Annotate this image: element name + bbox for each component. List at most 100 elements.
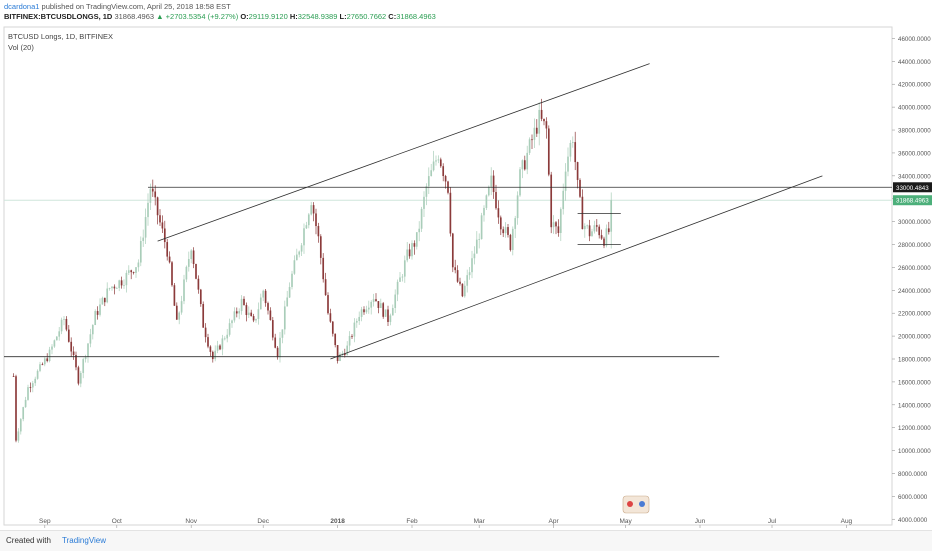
candle-body — [487, 186, 490, 196]
candle-body — [142, 237, 145, 241]
candle-body — [365, 309, 368, 313]
candle-body — [36, 370, 39, 379]
candle-body — [192, 250, 195, 264]
close-label: C: — [388, 12, 397, 21]
candle-body — [96, 311, 99, 315]
drawings[interactable] — [4, 63, 892, 360]
ohlc-line: BITFINEX:BTCUSDLONGS, 1D 31868.4963 ▲ +2… — [4, 12, 436, 22]
y-tick-label: 16000.0000 — [898, 379, 931, 386]
candle-body — [24, 399, 27, 408]
candle-body — [55, 336, 58, 341]
candlestick-chart[interactable]: 4000.0000 6000.0000 8000.0000 10000.0000 120… — [0, 24, 932, 530]
candle-body — [48, 349, 51, 362]
candle-body — [521, 160, 524, 170]
candle-body — [437, 159, 440, 161]
candle-body — [312, 205, 315, 214]
candle-body — [547, 128, 550, 175]
candle-body — [103, 297, 106, 303]
candle-body — [34, 378, 37, 384]
events-icon[interactable] — [622, 495, 650, 514]
candle-body — [363, 309, 365, 313]
candle-body — [459, 281, 461, 284]
candle-body — [108, 288, 111, 289]
candle-body — [444, 176, 447, 182]
price-axis[interactable]: 4000.0000 6000.0000 8000.0000 10000.0000 120… — [892, 36, 931, 524]
x-tick-label: Aug — [841, 518, 853, 525]
candle-body — [396, 281, 399, 295]
candles — [12, 98, 613, 443]
candle-body — [451, 233, 454, 268]
y-tick-label: 38000.0000 — [898, 128, 931, 135]
candle-body — [235, 311, 238, 314]
high-value: 32548.9389 — [297, 12, 338, 21]
candle-body — [291, 273, 293, 287]
y-tick-label: 10000.0000 — [898, 448, 931, 455]
candle-body — [168, 256, 171, 263]
candle-body — [149, 188, 152, 203]
candle-body — [511, 228, 514, 250]
channel-lower-line — [330, 175, 823, 360]
candle-body — [322, 257, 325, 280]
candle-body — [269, 310, 272, 321]
candle-body — [391, 307, 394, 316]
candle-body — [502, 229, 505, 234]
candle-body — [262, 290, 265, 298]
x-tick-label: Nov — [185, 518, 197, 525]
candle-body — [389, 315, 392, 322]
time-axis[interactable]: Sep Oct Nov Dec 2018 Feb Mar Apr May Jun Jul Aug — [39, 518, 853, 528]
candle-body — [286, 297, 289, 307]
candle-body — [46, 358, 49, 362]
chart-area[interactable]: 4000.0000 6000.0000 8000.0000 10000.0000 120… — [0, 24, 932, 530]
y-tick-label: 24000.0000 — [898, 288, 931, 295]
candle-body — [171, 262, 173, 286]
x-tick-label: Apr — [549, 518, 560, 525]
candle-body — [60, 319, 63, 332]
legend-symbol: BTCUSD Longs, 1D, BITFINEX — [8, 32, 113, 41]
x-tick-label: Jun — [695, 518, 706, 525]
candle-body — [432, 161, 435, 171]
candle-body — [435, 160, 437, 162]
candle-body — [144, 217, 147, 238]
candle-body — [139, 240, 142, 263]
candle-body — [411, 243, 413, 257]
candle-body — [178, 312, 181, 320]
candle-body — [439, 159, 442, 167]
candle-body — [293, 260, 296, 274]
candle-body — [233, 311, 236, 321]
candle-body — [331, 321, 334, 334]
candle-body — [442, 166, 445, 177]
candle-body — [552, 222, 555, 228]
candle-body — [420, 208, 423, 229]
candle-body — [243, 298, 245, 306]
candle-body — [166, 242, 169, 257]
candle-body — [247, 312, 250, 316]
candle-body — [571, 142, 574, 143]
x-tick-label: Oct — [112, 518, 122, 525]
high-label: H: — [289, 12, 298, 21]
candle-body — [367, 307, 370, 310]
author-link[interactable]: dcardona1 — [4, 2, 40, 11]
x-tick-label: May — [619, 518, 632, 525]
candle-body — [51, 346, 53, 350]
candle-body — [219, 345, 221, 350]
candle-body — [197, 278, 200, 290]
candle-body — [295, 254, 298, 261]
candle-body — [271, 320, 274, 338]
y-tick-label: 14000.0000 — [898, 402, 931, 409]
candle-body — [91, 324, 94, 335]
candle-body — [135, 267, 137, 274]
candle-body — [310, 205, 313, 215]
candle-body — [300, 245, 303, 252]
candle-body — [355, 321, 358, 323]
candle-body — [550, 174, 553, 228]
candle-body — [430, 170, 433, 177]
x-tick-label: Jul — [768, 518, 777, 525]
candle-body — [190, 250, 193, 260]
candle-body — [279, 337, 281, 358]
candle-body — [161, 222, 164, 229]
candle-body — [523, 160, 526, 170]
candle-body — [382, 303, 385, 317]
candle-body — [264, 290, 267, 304]
candle-body — [595, 225, 598, 227]
tradingview-brand[interactable]: TradingView — [62, 536, 107, 545]
